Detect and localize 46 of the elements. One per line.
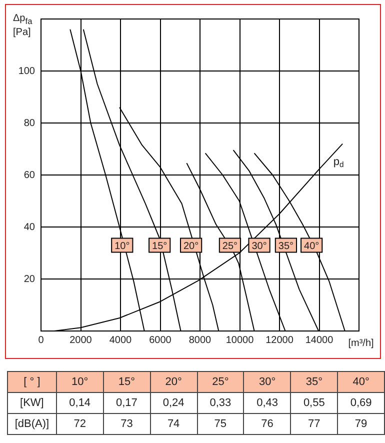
y-tick-label: [dB(A)] [8,414,56,434]
x-tick-label: 8000 [188,334,212,346]
data-label: 72 [56,414,104,434]
data-label: 0,69 [338,392,384,414]
annotation: 30° [252,240,267,252]
y-tick-label: 60 [24,170,36,181]
annotation: 25° [222,240,238,252]
x-tick-label: 15° [103,372,150,392]
x-axis-title: [m³/h] [348,338,374,349]
data-label: 0,55 [290,392,338,414]
x-tick-label: 40° [338,372,384,392]
annotation: 10° [114,240,130,252]
x-tick-label: 2000 [70,334,92,346]
data-label: 77 [290,414,338,434]
y-tick-label: 40 [24,222,36,233]
annotation: 35° [278,240,294,252]
data-label: 76 [244,414,291,434]
x-tick-label: 20° [150,372,197,392]
data-label: 0,17 [103,392,150,414]
data-label: 74 [150,414,197,434]
y-tick-label: [KW] [8,392,56,414]
x-tick-label: 10000 [226,334,254,346]
x-tick-label: 30° [244,372,291,392]
annotation: 20° [183,240,199,252]
x-tick-label: 0 [38,334,44,346]
data-label: 0,24 [150,392,197,414]
y-tick-label: 80 [24,118,36,129]
data-label: 79 [338,414,384,434]
x-tick-label: 6000 [149,334,172,346]
y-axis-title: Δp$_{fa}$ [Pa] [13,13,34,39]
y-tick-label: 20 [24,274,36,285]
x-tick-label: 12000 [266,334,294,346]
y-tick-label: 100 [18,66,36,77]
data-label: 75 [197,414,244,434]
data-label: 0,14 [56,392,104,414]
data-label: 73 [103,414,150,434]
x-axis-title: [ ° ] [8,372,56,392]
x-tick-label: 25° [197,372,244,392]
data-label: 0,43 [244,392,291,414]
x-tick-label: 35° [290,372,338,392]
x-tick-label: 10° [56,372,104,392]
x-tick-label: 4000 [109,334,132,346]
annotation: 15° [152,240,168,252]
data-label: 0,33 [197,392,244,414]
annotation: 40° [304,240,320,252]
x-tick-label: 14000 [305,334,334,346]
